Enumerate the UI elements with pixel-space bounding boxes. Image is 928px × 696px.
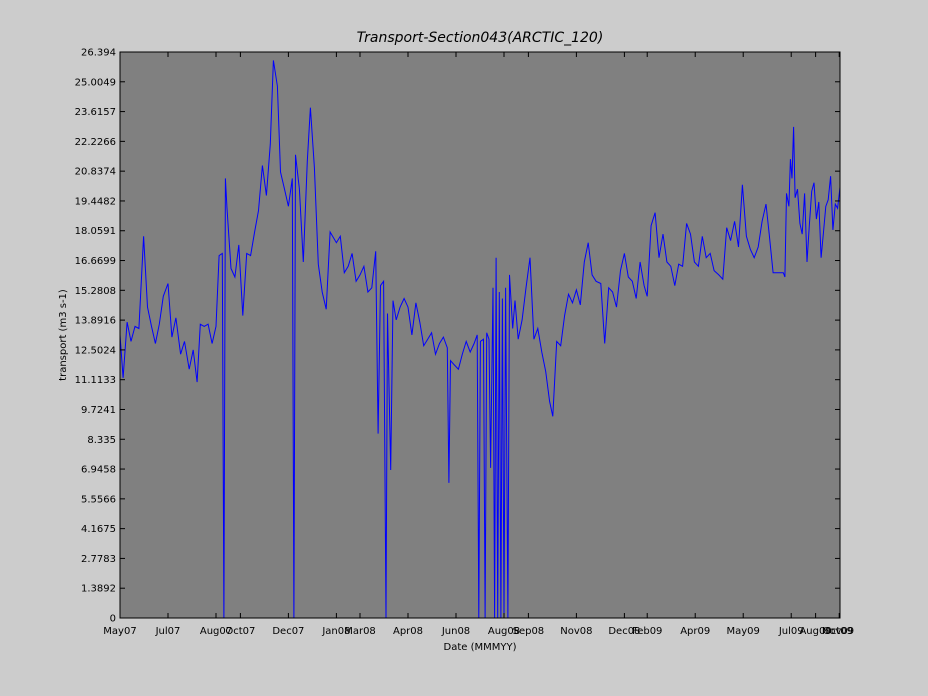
- x-tick-label: Sep08: [513, 626, 545, 637]
- plot-area: [120, 52, 840, 618]
- y-tick-label: 22.2266: [75, 137, 116, 148]
- y-tick-label: 1.3892: [81, 584, 116, 595]
- series-layer: [119, 60, 841, 619]
- x-tick-label: Feb09: [632, 626, 662, 637]
- y-tick-label: 9.7241: [81, 405, 116, 416]
- y-tick-label: 26.394: [81, 48, 116, 59]
- x-tick-label: Jul09: [778, 626, 804, 637]
- y-tick-label: 13.8916: [75, 316, 116, 327]
- x-tick-label: Apr09: [680, 626, 710, 637]
- y-tick-label: 0: [110, 614, 116, 625]
- x-tick-label: Aug08: [488, 626, 520, 637]
- x-tick-label: Jan08: [321, 626, 350, 637]
- x-tick-label: Nov09: [822, 626, 854, 637]
- series-line: [119, 60, 841, 619]
- y-tick-label: 23.6157: [75, 107, 116, 118]
- y-tick-label: 18.0591: [75, 226, 116, 237]
- y-tick-label: 25.0049: [75, 77, 116, 88]
- x-tick-label: Apr08: [393, 626, 423, 637]
- x-tick-label: Mar08: [344, 626, 376, 637]
- x-tick-label: Nov08: [560, 626, 592, 637]
- x-tick-label: May09: [727, 626, 760, 637]
- plot-frame: [119, 51, 841, 619]
- y-tick-label: 12.5024: [75, 345, 116, 356]
- y-axis: 0 1.3892 2.7783 4.1675 5.5566 6.9458 8.335 9.72…: [75, 48, 840, 625]
- y-tick-label: 8.335: [87, 435, 116, 446]
- y-tick-label: 15.2808: [75, 286, 116, 297]
- x-tick-label: Jun08: [441, 626, 470, 637]
- x-tick-label: Dec07: [272, 626, 304, 637]
- x-tick-label: Oct09: [823, 626, 853, 637]
- y-tick-label: 2.7783: [81, 554, 116, 565]
- y-tick-label: 5.5566: [81, 494, 116, 505]
- chart-title: Transport-Section043(ARCTIC_120): [357, 30, 604, 46]
- x-axis-label: Date (MMMYY): [444, 642, 517, 653]
- x-tick-label: May07: [103, 626, 136, 637]
- y-tick-label: 11.1133: [75, 375, 116, 386]
- x-tick-label: Jul07: [155, 626, 181, 637]
- y-axis-label: transport (m3 s-1): [58, 289, 69, 381]
- x-tick-label: Dec08: [608, 626, 640, 637]
- y-tick-label: 6.9458: [81, 465, 116, 476]
- y-tick-label: 16.6699: [75, 256, 116, 267]
- x-tick-label: Aug09: [799, 626, 831, 637]
- x-tick-label: Aug07: [200, 626, 232, 637]
- y-tick-label: 19.4482: [75, 196, 116, 207]
- y-tick-label: 4.1675: [81, 524, 116, 535]
- x-tick-label: Oct07: [225, 626, 255, 637]
- y-tick-label: 20.8374: [75, 167, 116, 178]
